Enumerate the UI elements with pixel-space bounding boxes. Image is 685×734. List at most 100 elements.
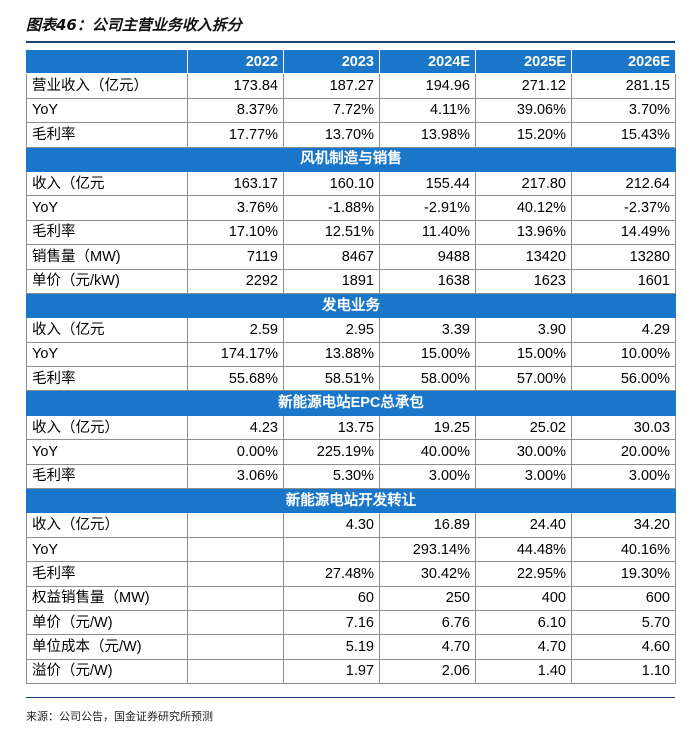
row-label: YoY	[26, 97, 188, 124]
value-cell: 8.37%	[187, 97, 284, 124]
row-label: 收入（亿元）	[26, 414, 188, 441]
value-cell: 15.43%	[571, 122, 676, 148]
row-label: 权益销售量（MW)	[26, 585, 188, 611]
value-cell: 3.90	[475, 317, 572, 343]
value-cell: 13.98%	[379, 122, 476, 148]
value-cell	[187, 634, 284, 660]
value-cell: 5.19	[283, 634, 380, 660]
value-cell: 60	[283, 585, 380, 611]
table-body: 营业收入（亿元） 173.84 187.27 194.96 271.12 281.15 Yo…	[26, 73, 676, 685]
value-cell: 13.70%	[283, 122, 380, 148]
table-row: 毛利率 17.77% 13.70% 13.98% 15.20% 15.43%	[26, 122, 676, 148]
value-cell: 8467	[283, 244, 380, 270]
row-label: 营业收入（亿元）	[26, 73, 188, 99]
value-cell: 17.77%	[187, 122, 284, 148]
value-cell: 40.12%	[475, 195, 572, 221]
value-cell: 1623	[475, 268, 572, 294]
table-row: YoY 0.00% 225.19% 40.00% 30.00% 20.00%	[26, 439, 676, 465]
section-header-row: 风机制造与销售	[26, 146, 676, 172]
section-title: 新能源电站EPC总承包	[26, 390, 676, 416]
value-cell: 2.95	[283, 317, 380, 343]
table-row: 毛利率 27.48% 30.42% 22.95% 19.30%	[26, 561, 676, 587]
value-cell: -2.91%	[379, 195, 476, 221]
figure-title: 图表46：公司主营业务收入拆分	[26, 16, 242, 34]
value-cell: 1.40	[475, 658, 572, 685]
value-cell: 13.88%	[283, 341, 380, 368]
row-label: YoY	[26, 341, 188, 368]
value-cell: 40.00%	[379, 439, 476, 465]
value-cell: 400	[475, 585, 572, 611]
value-cell: -1.88%	[283, 195, 380, 221]
value-cell: 30.42%	[379, 561, 476, 587]
section-title: 新能源电站开发转让	[26, 488, 676, 514]
value-cell: 212.64	[571, 170, 676, 197]
value-cell: 155.44	[379, 170, 476, 197]
value-cell: 6.76	[379, 609, 476, 636]
row-label: YoY	[26, 195, 188, 221]
value-cell: 1.10	[571, 658, 676, 685]
value-cell: 271.12	[475, 73, 572, 99]
table-row: 收入（亿元 2.59 2.95 3.39 3.90 4.29	[26, 317, 676, 343]
value-cell: 293.14%	[379, 536, 476, 563]
value-cell: 4.29	[571, 317, 676, 343]
value-cell: 39.06%	[475, 97, 572, 124]
section-title: 发电业务	[26, 292, 676, 319]
value-cell: 56.00%	[571, 366, 676, 392]
value-cell: 22.95%	[475, 561, 572, 587]
table-row: 收入（亿元） 4.23 13.75 19.25 25.02 30.03	[26, 414, 676, 441]
value-cell: 194.96	[379, 73, 476, 99]
value-cell: 13.96%	[475, 219, 572, 246]
table-row: 单价（元/W) 7.16 6.76 6.10 5.70	[26, 609, 676, 636]
value-cell: 30.00%	[475, 439, 572, 465]
value-cell: 7.72%	[283, 97, 380, 124]
table-row: YoY 174.17% 13.88% 15.00% 15.00% 10.00%	[26, 341, 676, 368]
table-row: 权益销售量（MW) 60 250 400 600	[26, 585, 676, 611]
value-cell: 3.39	[379, 317, 476, 343]
value-cell: 3.00%	[475, 463, 572, 490]
value-cell: 34.20	[571, 512, 676, 538]
row-label: 毛利率	[26, 463, 188, 490]
header-cell: 2022	[187, 48, 284, 75]
table-row: 收入（亿元） 4.30 16.89 24.40 34.20	[26, 512, 676, 538]
value-cell: 163.17	[187, 170, 284, 197]
header-cell: 2024E	[379, 48, 476, 75]
table-row: YoY 293.14% 44.48% 40.16%	[26, 536, 676, 563]
row-label: 收入（亿元	[26, 317, 188, 343]
value-cell: 3.00%	[571, 463, 676, 490]
value-cell: 30.03	[571, 414, 676, 441]
value-cell: 1601	[571, 268, 676, 294]
value-cell: 14.49%	[571, 219, 676, 246]
table-row: 溢价（元/W) 1.97 2.06 1.40 1.10	[26, 658, 676, 685]
value-cell: 9488	[379, 244, 476, 270]
value-cell: 4.70	[379, 634, 476, 660]
value-cell	[187, 585, 284, 611]
value-cell: 11.40%	[379, 219, 476, 246]
value-cell: 174.17%	[187, 341, 284, 368]
value-cell: 187.27	[283, 73, 380, 99]
value-cell: 600	[571, 585, 676, 611]
row-label: 单价（元/W)	[26, 609, 188, 636]
table-row: 毛利率 3.06% 5.30% 3.00% 3.00% 3.00%	[26, 463, 676, 490]
value-cell: 13.75	[283, 414, 380, 441]
value-cell: 0.00%	[187, 439, 284, 465]
value-cell: 3.70%	[571, 97, 676, 124]
value-cell: 4.60	[571, 634, 676, 660]
value-cell: 15.00%	[379, 341, 476, 368]
value-cell: 10.00%	[571, 341, 676, 368]
value-cell	[187, 561, 284, 587]
value-cell: 3.76%	[187, 195, 284, 221]
value-cell: 2.59	[187, 317, 284, 343]
value-cell: 19.25	[379, 414, 476, 441]
value-cell: 7.16	[283, 609, 380, 636]
value-cell: 4.30	[283, 512, 380, 538]
row-label: 收入（亿元	[26, 170, 188, 197]
header-cell: 2023	[283, 48, 380, 75]
value-cell: 13420	[475, 244, 572, 270]
value-cell: -2.37%	[571, 195, 676, 221]
value-cell: 40.16%	[571, 536, 676, 563]
value-cell: 24.40	[475, 512, 572, 538]
header-cell: 2026E	[571, 48, 676, 75]
value-cell: 16.89	[379, 512, 476, 538]
value-cell: 13280	[571, 244, 676, 270]
value-cell: 4.11%	[379, 97, 476, 124]
